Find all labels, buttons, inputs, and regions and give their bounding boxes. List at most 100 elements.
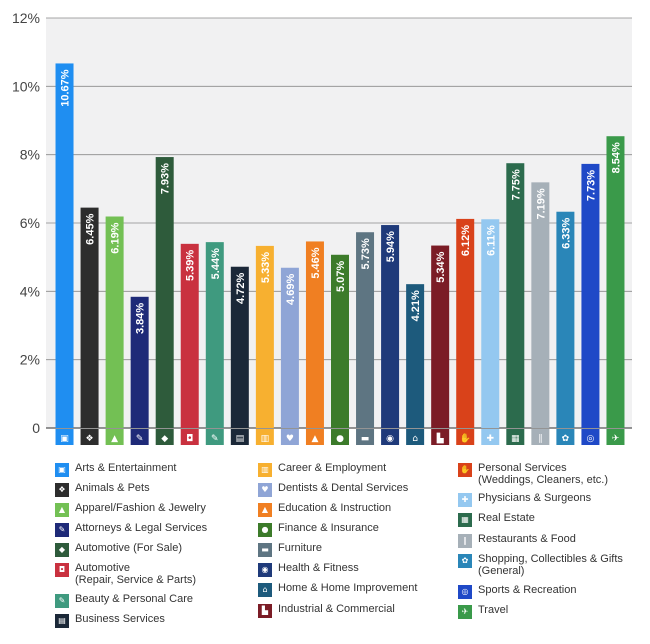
bar-icon-tile: [205, 429, 224, 445]
bar: [305, 241, 324, 428]
legend-item: ◉ Health & Fitness: [258, 562, 448, 577]
legend-item: ✎ Beauty & Personal Care: [55, 593, 245, 608]
legend-label: Dentists & Dental Services: [278, 482, 409, 494]
bar-value-label: 6.33%: [560, 218, 572, 249]
bar: [506, 163, 525, 429]
price-tag-icon: ◆: [55, 543, 69, 557]
document-icon: ▤: [236, 434, 245, 444]
bar-value-label: 10.67%: [60, 69, 72, 107]
legend-label: Real Estate: [478, 512, 535, 524]
car-icon: ◘: [55, 563, 69, 577]
brush-icon: ✎: [55, 594, 69, 608]
bar: [55, 63, 74, 429]
legend-label: Physicians & Surgeons: [478, 492, 592, 504]
graduation-cap-icon: ▲: [258, 503, 272, 517]
fork-knife-icon: ∥: [538, 434, 543, 444]
building-icon: ▦: [458, 513, 472, 527]
bar-icon-tile: [80, 429, 99, 445]
y-tick-label: 12%: [12, 10, 40, 26]
legend-item: ▣ Arts & Entertainment: [55, 462, 245, 477]
legend-label: Home & Home Improvement: [278, 582, 418, 594]
bar-icon-tile: [381, 429, 400, 445]
bar-value-label: 6.11%: [485, 225, 497, 256]
legend-item: ♥ Dentists & Dental Services: [258, 482, 448, 497]
bar: [180, 243, 199, 428]
briefcase-icon: ▥: [258, 463, 272, 477]
bar: [230, 266, 249, 428]
sofa-icon: ▬: [258, 543, 272, 557]
hand-icon: ✋: [458, 463, 472, 477]
heart-icon: ◉: [386, 434, 394, 444]
bar-value-label: 5.94%: [385, 231, 397, 262]
bar-icon-tile: [506, 429, 525, 445]
bar: [606, 136, 625, 428]
legend-item: ◘ Automotive (Repair, Service & Parts): [55, 562, 245, 586]
legend-item: ▬ Furniture: [258, 542, 448, 557]
bar: [331, 254, 349, 428]
y-tick-label: 6%: [20, 215, 40, 231]
bar-icon-tile: [331, 429, 349, 445]
bar-icon-tile: [431, 429, 450, 445]
bar-value-label: 5.34%: [435, 251, 447, 282]
bar-icon-tile: [305, 429, 324, 445]
bar-icon-tile: [155, 429, 174, 445]
bar-value-label: 8.54%: [610, 142, 622, 173]
bar-icon-tile: [556, 429, 575, 445]
bar-value-label: 7.73%: [585, 170, 597, 201]
heart-icon: ◉: [258, 563, 272, 577]
gift-icon: ✿: [458, 554, 472, 568]
legend-item: ▥ Career & Employment: [258, 462, 448, 477]
legend-label: Sports & Recreation: [478, 584, 577, 596]
factory-icon: ▙: [436, 432, 445, 444]
gavel-icon: ✎: [55, 523, 69, 537]
legend-item: ◎ Sports & Recreation: [458, 584, 648, 599]
bar-icon-tile: [255, 429, 274, 445]
house-icon: ⌂: [258, 583, 272, 597]
picture-icon: ▣: [55, 463, 69, 477]
legend-label: Business Services: [75, 613, 165, 625]
bar-value-label: 5.46%: [310, 247, 322, 278]
legend-item: ▲ Education & Instruction: [258, 502, 448, 517]
y-tick-label: 10%: [12, 78, 40, 94]
bar-icon-tile: [581, 429, 600, 445]
bar-value-label: 6.45%: [85, 213, 97, 244]
fork-knife-icon: ∥: [458, 534, 472, 548]
bar: [356, 232, 375, 428]
tooth-icon: ♥: [258, 483, 272, 497]
legend-label: Travel: [478, 604, 509, 616]
legend-item: ✈ Travel: [458, 604, 648, 619]
bar-value-label: 5.73%: [360, 238, 372, 269]
legend-label: Automotive (Repair, Service & Parts): [75, 562, 197, 586]
bar: [406, 284, 425, 428]
y-axis-tick-labels: 12% 10% 8% 6% 4% 2% 0: [12, 10, 40, 436]
bar-icon-tile: [280, 429, 299, 445]
bar: [531, 182, 550, 428]
legend-item: ● Finance & Insurance: [258, 522, 448, 537]
bar: [205, 242, 224, 428]
paw-icon: ❖: [55, 483, 69, 497]
bar-value-label: 5.39%: [185, 250, 197, 281]
bar: [130, 296, 149, 428]
factory-icon: ▙: [258, 604, 272, 618]
legend-item: ✚ Physicians & Surgeons: [458, 492, 648, 507]
ball-icon: ◎: [458, 585, 472, 599]
document-icon: ▤: [55, 614, 69, 628]
bar-icon-tile: [356, 429, 375, 445]
price-tag-icon: ◆: [161, 434, 168, 444]
picture-icon: ▣: [60, 434, 69, 444]
bar-value-label: 4.21%: [410, 290, 422, 321]
legend-label: Career & Employment: [278, 462, 387, 474]
legend-item: ◆ Automotive (For Sale): [55, 542, 245, 557]
bar: [456, 218, 475, 428]
legend-label: Health & Fitness: [278, 562, 359, 574]
bar-icon-tile: [55, 429, 74, 445]
legend-label: Personal Services (Weddings, Cleaners, e…: [478, 462, 609, 486]
airplane-icon: ✈: [612, 434, 620, 444]
y-tick-label: 2%: [20, 352, 40, 368]
bar-icon-tile: [130, 429, 149, 445]
hand-icon: ✋: [460, 432, 471, 444]
y-tick-label: 4%: [20, 283, 40, 299]
bar: [556, 211, 575, 428]
bar-icon-tile: [606, 429, 625, 445]
building-icon: ▦: [511, 434, 520, 444]
